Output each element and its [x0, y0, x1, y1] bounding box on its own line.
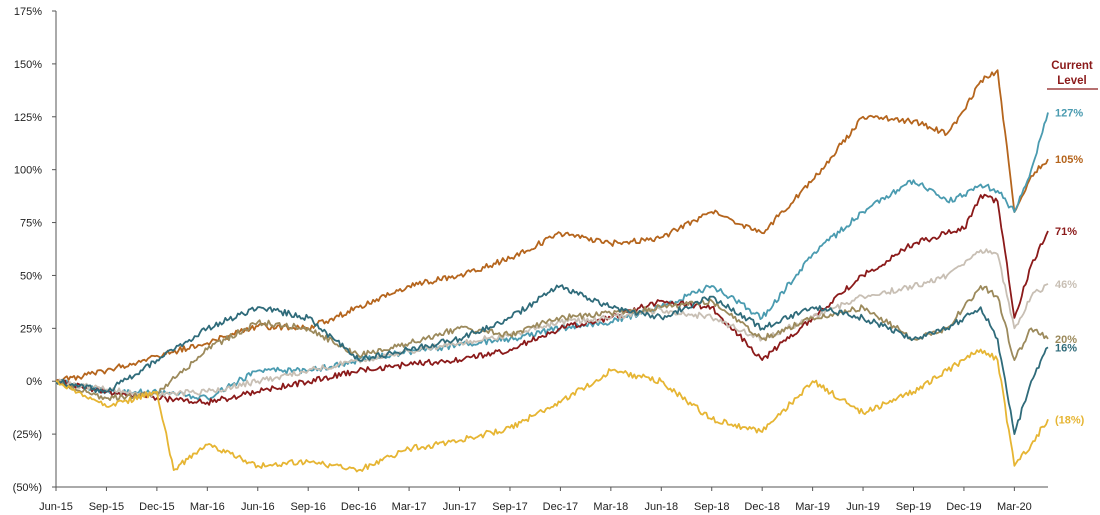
x-tick-label: Jun-15 [39, 501, 73, 513]
y-tick-label: 0% [26, 376, 42, 388]
y-axis: (50%) (25%) 0% 25% 50% 75% 100% 125% 150% 175% [13, 6, 57, 494]
y-tick-label: 75% [20, 218, 42, 230]
series-lines [55, 69, 1049, 473]
series-end-label: 105% [1055, 154, 1083, 166]
legend-current-level: Current Level [1047, 60, 1098, 90]
x-tick-label: Mar-18 [593, 501, 628, 513]
x-tick-label: Sep-16 [290, 501, 325, 513]
series-end-label: (18%) [1055, 414, 1085, 426]
x-tick-label: Sep-18 [694, 501, 729, 513]
series-end-label: 71% [1055, 226, 1077, 238]
x-tick-label: Dec-16 [341, 501, 376, 513]
y-tick-label: 125% [14, 112, 42, 124]
y-tick-label: 100% [14, 165, 42, 177]
x-axis: Jun-15 Sep-15 Dec-15 Mar-16 Jun-16 Sep-16 Dec-… [39, 486, 1048, 513]
x-tick-label: Jun-18 [644, 501, 678, 513]
series-end-label: 16% [1055, 342, 1077, 354]
x-tick-label: Jun-17 [443, 501, 477, 513]
x-tick-label: Jun-19 [846, 501, 880, 513]
y-tick-label: 150% [14, 59, 42, 71]
series-end-label: 46% [1055, 279, 1077, 291]
series-line [55, 193, 1049, 406]
x-tick-label: Dec-15 [139, 501, 174, 513]
series-end-label: 127% [1055, 108, 1083, 120]
x-tick-label: Dec-18 [744, 501, 779, 513]
x-tick-label: Mar-17 [392, 501, 427, 513]
y-tick-label: 175% [14, 6, 42, 18]
x-tick-label: Sep-15 [89, 501, 124, 513]
series-line [55, 348, 1049, 473]
x-tick-label: Dec-19 [946, 501, 981, 513]
series-line [55, 285, 1049, 401]
series-line [55, 284, 1049, 435]
y-tick-label: 50% [20, 270, 42, 282]
x-tick-label: Sep-17 [492, 501, 527, 513]
x-tick-label: Mar-16 [190, 501, 225, 513]
y-tick-label: (50%) [13, 482, 42, 494]
x-tick-label: Jun-16 [241, 501, 275, 513]
legend-title-line-1: Current [1051, 60, 1093, 72]
y-tick-label: 25% [20, 323, 42, 335]
x-tick-label: Mar-19 [795, 501, 830, 513]
x-tick-label: Dec-17 [543, 501, 578, 513]
series-line [55, 69, 1049, 384]
series-line [55, 248, 1049, 398]
y-tick-label: (25%) [13, 429, 42, 441]
series-line [55, 112, 1049, 401]
end-labels: 105% 127% 71% 46% 20%16% (18%) [1055, 108, 1085, 427]
x-tick-label: Mar-20 [997, 501, 1032, 513]
x-tick-label: Sep-19 [896, 501, 931, 513]
series-end-label: 20% [1055, 334, 1077, 346]
legend-title-line-2: Level [1057, 75, 1086, 87]
